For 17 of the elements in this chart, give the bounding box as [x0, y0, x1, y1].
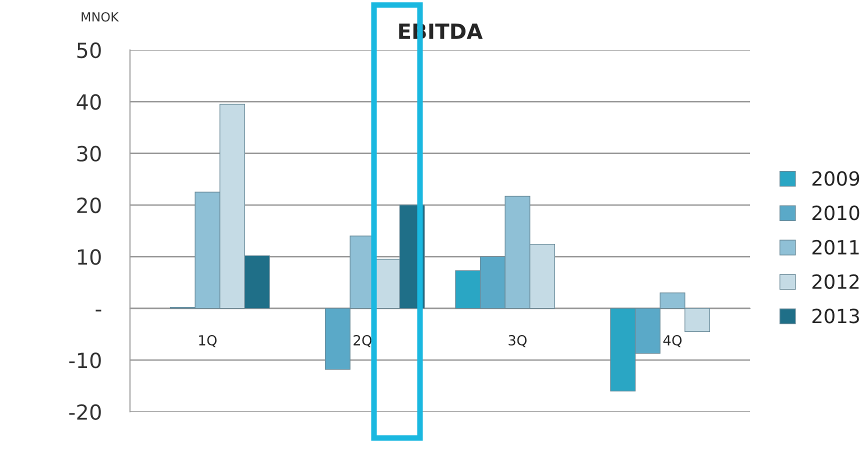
y-tick-label: 40	[76, 94, 101, 110]
y-tick-label: -10	[69, 352, 101, 368]
y-tick-label: 50	[77, 42, 101, 58]
x-tick-label: 3Q	[508, 335, 527, 348]
y-axis-title: MNOK	[82, 12, 119, 22]
y-tick-label: -20	[69, 404, 101, 420]
y-tick-label: 20	[77, 197, 101, 214]
y-tick-label: 30	[77, 146, 101, 162]
legend-label: 2012	[812, 274, 859, 289]
y-tick-label: -	[96, 310, 102, 312]
legend-label: 2009	[812, 171, 860, 186]
legend-label: 2013	[812, 308, 859, 324]
x-tick-label: 4Q	[663, 335, 682, 348]
legend-label: 2010	[812, 206, 860, 220]
legend-label: 2011	[812, 240, 859, 255]
y-tick-label: 10	[78, 249, 101, 265]
x-tick-label: 1Q	[199, 335, 217, 348]
